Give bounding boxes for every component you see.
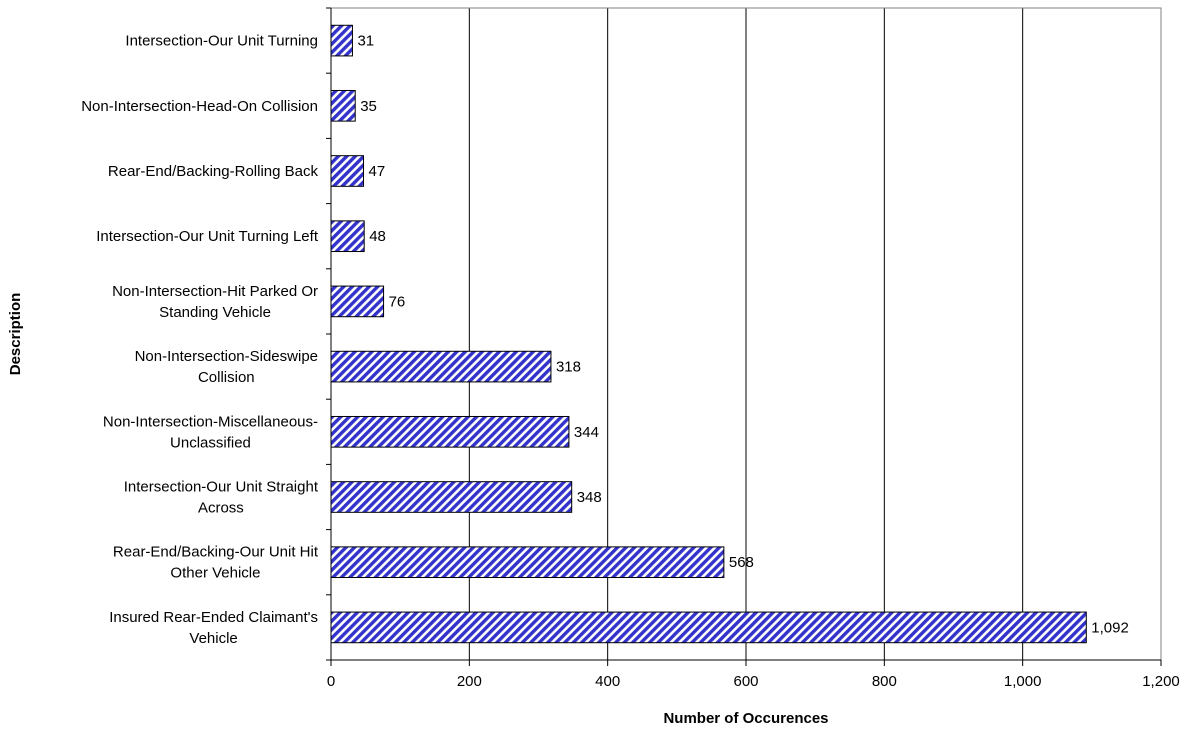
bar xyxy=(330,220,365,253)
category-label: Non-Intersection-Head-On Collision xyxy=(81,98,318,115)
category-label-line: Rear-End/Backing-Our Unit Hit xyxy=(113,544,319,561)
x-axis-title: Number of Occurences xyxy=(663,710,828,727)
category-label: Rear-End/Backing-Our Unit Hit Other Vehic… xyxy=(113,544,319,582)
category-label: Intersection-Our Unit Turning xyxy=(125,33,318,50)
category-label: Non-Intersection-Hit Parked Or Standing V… xyxy=(112,283,318,321)
bar xyxy=(330,546,725,579)
bar-value-label: 318 xyxy=(556,359,581,376)
x-tick-label: 200 xyxy=(457,673,482,690)
x-tick-label: 1,200 xyxy=(1142,673,1180,690)
category-label-line: Other Vehicle xyxy=(170,565,260,582)
bar-value-label: 47 xyxy=(369,163,386,180)
bar-value-label: 348 xyxy=(577,489,602,506)
category-label-line: Intersection-Our Unit Turning Left xyxy=(96,228,319,245)
category-label: Insured Rear-Ended Claimant's Vehicle xyxy=(109,609,318,647)
category-label-line: Non-Intersection-Sideswipe xyxy=(135,348,318,365)
labels: 0 200 400 600 800 1,000 1,200 31 Intersection-Ou… xyxy=(81,33,1180,690)
category-label: Non-Intersection-Sideswipe Collision xyxy=(135,348,318,386)
bars xyxy=(330,24,1087,644)
x-tick-label: 0 xyxy=(327,673,335,690)
category-label-line: Rear-End/Backing-Rolling Back xyxy=(108,163,319,180)
category-label-line: Insured Rear-Ended Claimant's xyxy=(109,609,318,626)
category-label-line: Intersection-Our Unit Straight xyxy=(124,479,319,496)
category-label-line: Non-Intersection-Hit Parked Or xyxy=(112,283,318,300)
bar xyxy=(330,481,573,513)
bar-value-label: 76 xyxy=(389,293,406,310)
category-label: Rear-End/Backing-Rolling Back xyxy=(108,163,319,180)
axes xyxy=(326,7,1162,666)
category-label-line: Standing Vehicle xyxy=(159,304,271,321)
category-label: Intersection-Our Unit Turning Left xyxy=(96,228,319,245)
bar-value-label: 1,092 xyxy=(1091,619,1129,636)
bar-value-label: 48 xyxy=(369,228,386,245)
bar xyxy=(330,350,552,383)
category-label: Non-Intersection-Miscellaneous- Unclassif… xyxy=(103,413,318,451)
category-label-line: Non-Intersection-Miscellaneous- xyxy=(103,413,318,430)
category-label-line: Non-Intersection-Head-On Collision xyxy=(81,98,318,115)
bar xyxy=(330,285,385,318)
x-tick-label: 800 xyxy=(872,673,897,690)
bar xyxy=(330,24,353,57)
x-tick-label: 1,000 xyxy=(1004,673,1042,690)
category-label-line: Vehicle xyxy=(189,630,237,647)
bar xyxy=(330,611,1087,644)
bar-value-label: 568 xyxy=(729,554,754,571)
category-label-line: Collision xyxy=(198,369,255,386)
bar-value-label: 344 xyxy=(574,424,599,441)
bar xyxy=(330,415,570,448)
category-label-line: Across xyxy=(198,500,244,517)
x-tick-label: 600 xyxy=(733,673,758,690)
bar xyxy=(330,155,365,187)
category-label-line: Unclassified xyxy=(170,434,251,451)
y-axis-title: Description xyxy=(7,293,24,376)
bar-value-label: 31 xyxy=(357,33,374,50)
bar-value-label: 35 xyxy=(360,98,377,115)
x-tick-label: 400 xyxy=(595,673,620,690)
category-label-line: Intersection-Our Unit Turning xyxy=(125,33,318,50)
bar xyxy=(330,89,356,122)
category-label: Intersection-Our Unit Straight Across xyxy=(124,479,319,517)
